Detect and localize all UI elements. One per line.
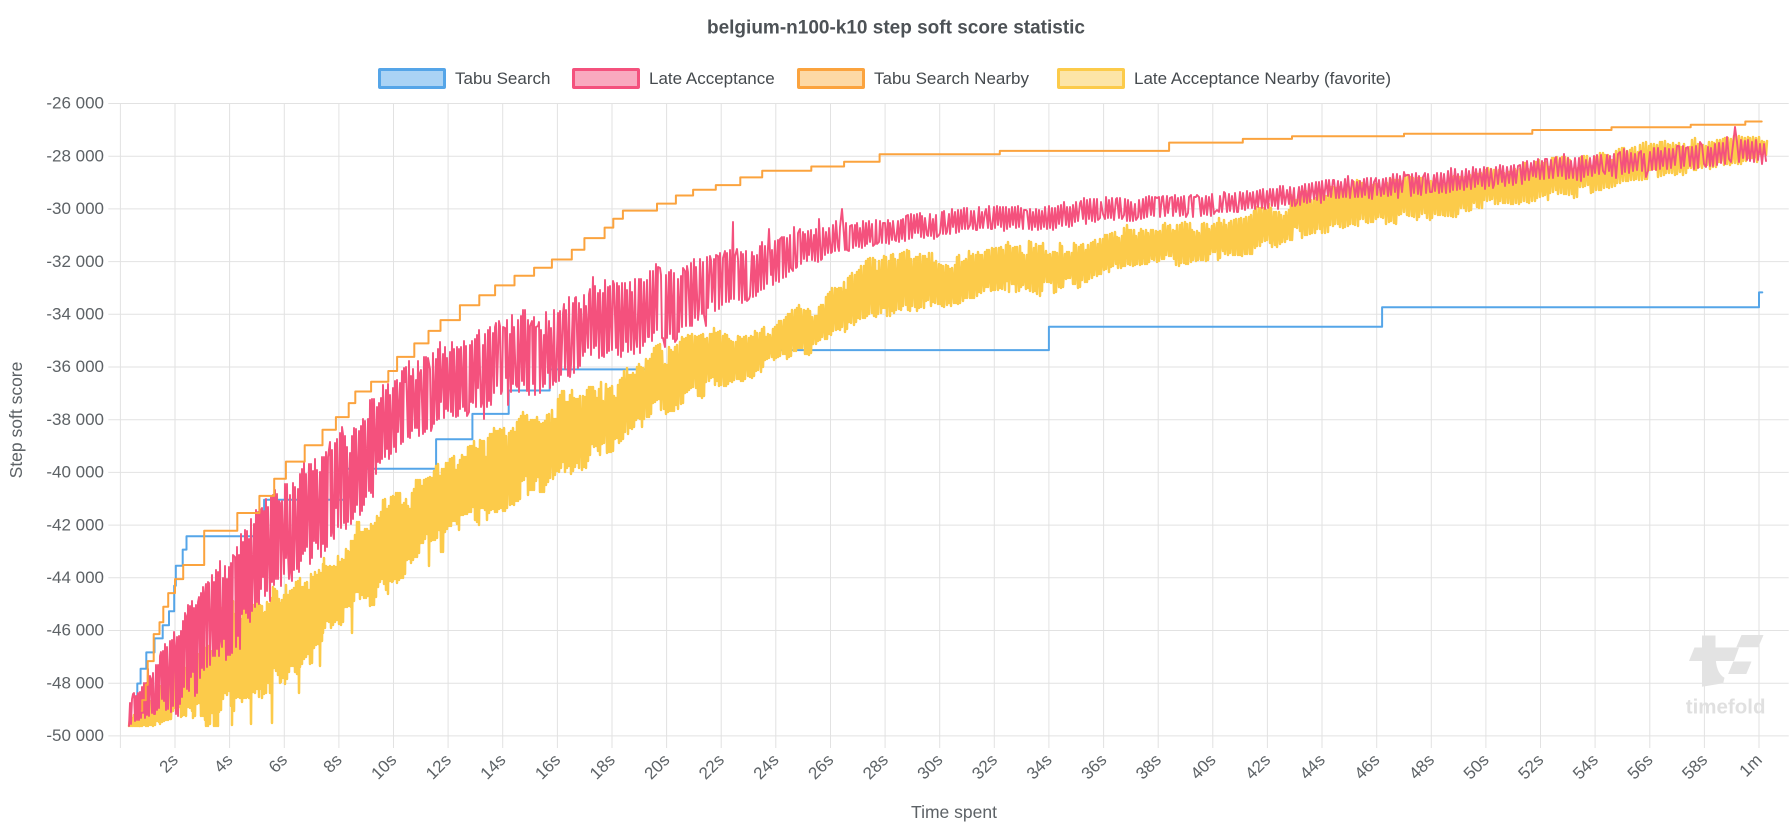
svg-text:-26 000: -26 000 (46, 94, 104, 113)
svg-text:-42 000: -42 000 (46, 515, 104, 534)
svg-text:-44 000: -44 000 (46, 568, 104, 587)
svg-text:-28 000: -28 000 (46, 146, 104, 165)
svg-text:8s: 8s (320, 750, 346, 776)
svg-text:10s: 10s (368, 750, 401, 783)
svg-text:-50 000: -50 000 (46, 726, 104, 745)
svg-text:18s: 18s (586, 750, 619, 783)
svg-text:32s: 32s (968, 750, 1001, 783)
svg-text:22s: 22s (695, 750, 728, 783)
svg-text:-48 000: -48 000 (46, 673, 104, 692)
svg-text:20s: 20s (641, 750, 674, 783)
svg-text:4s: 4s (210, 750, 236, 776)
svg-text:-40 000: -40 000 (46, 463, 104, 482)
svg-text:-34 000: -34 000 (46, 305, 104, 324)
svg-text:-32 000: -32 000 (46, 252, 104, 271)
svg-text:56s: 56s (1624, 750, 1657, 783)
svg-text:2s: 2s (156, 750, 182, 776)
svg-text:40s: 40s (1187, 750, 1220, 783)
svg-text:46s: 46s (1351, 750, 1384, 783)
svg-text:-46 000: -46 000 (46, 621, 104, 640)
svg-text:1m: 1m (1736, 750, 1766, 780)
svg-text:36s: 36s (1078, 750, 1111, 783)
svg-text:-38 000: -38 000 (46, 410, 104, 429)
svg-text:belgium-n100-k10 step soft sco: belgium-n100-k10 step soft score statist… (707, 18, 1085, 39)
svg-text:44s: 44s (1296, 750, 1329, 783)
svg-text:48s: 48s (1405, 750, 1438, 783)
svg-text:28s: 28s (859, 750, 892, 783)
svg-text:58s: 58s (1678, 750, 1711, 783)
svg-text:12s: 12s (422, 750, 455, 783)
svg-text:42s: 42s (1241, 750, 1274, 783)
svg-text:52s: 52s (1515, 750, 1548, 783)
svg-text:30s: 30s (914, 750, 947, 783)
svg-text:Time spent: Time spent (911, 802, 997, 822)
svg-text:Step soft score: Step soft score (6, 362, 26, 479)
svg-text:34s: 34s (1023, 750, 1056, 783)
svg-text:14s: 14s (477, 750, 510, 783)
svg-text:50s: 50s (1460, 750, 1493, 783)
svg-text:38s: 38s (1132, 750, 1165, 783)
svg-text:26s: 26s (805, 750, 838, 783)
svg-text:timefold: timefold (1686, 696, 1766, 719)
svg-text:6s: 6s (265, 750, 291, 776)
svg-text:24s: 24s (750, 750, 783, 783)
svg-text:16s: 16s (531, 750, 564, 783)
svg-text:-36 000: -36 000 (46, 357, 104, 376)
svg-text:54s: 54s (1569, 750, 1602, 783)
svg-text:-30 000: -30 000 (46, 199, 104, 218)
